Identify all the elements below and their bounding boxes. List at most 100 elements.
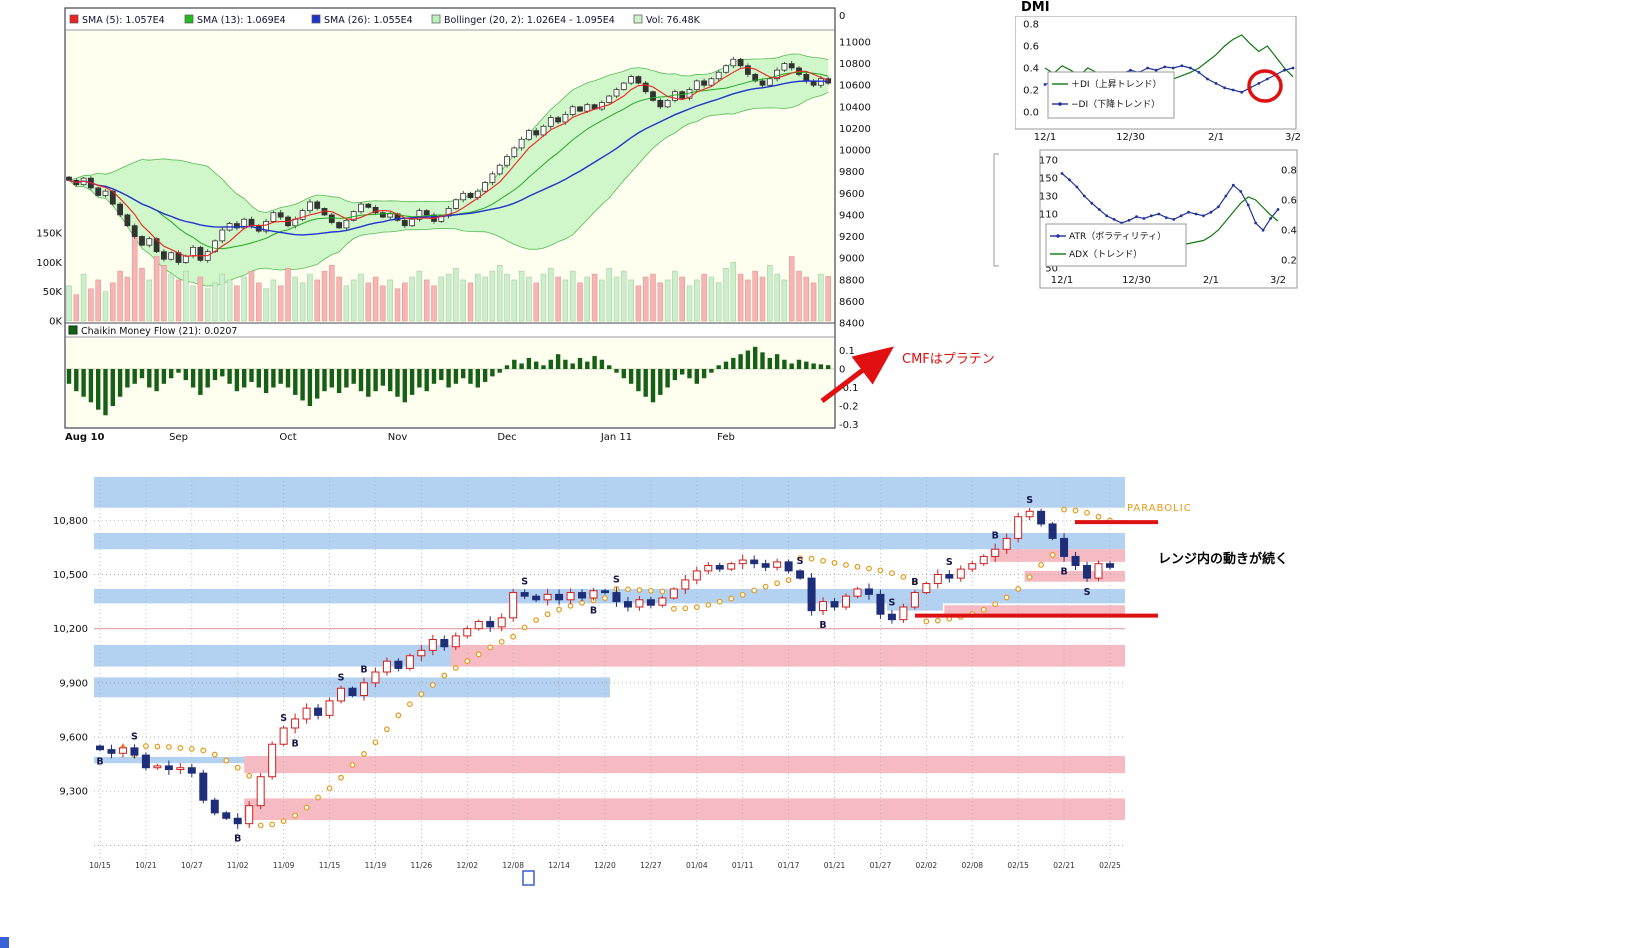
svg-text:0.8: 0.8 <box>1023 20 1039 31</box>
atr-legend: ATR（ボラティリティ） ADX（トレンド） <box>1045 223 1187 267</box>
cmf-annotation-text: CMFはプラテン <box>902 352 995 367</box>
svg-text:0.6: 0.6 <box>1023 42 1039 53</box>
svg-text:9,300: 9,300 <box>59 787 88 798</box>
svg-text:S: S <box>797 556 804 567</box>
svg-text:S: S <box>338 673 345 684</box>
daily-candles-chart: B S B S B S B S B S S B S B S B S B S 10,800 10,500 10,200 9,9… <box>53 477 1158 886</box>
svg-text:10600: 10600 <box>839 81 871 92</box>
svg-text:0.0: 0.0 <box>1023 108 1039 119</box>
svg-text:12/20: 12/20 <box>594 861 616 870</box>
svg-text:S: S <box>1026 495 1033 506</box>
svg-text:10,200: 10,200 <box>53 624 88 635</box>
svg-text:8600: 8600 <box>839 297 864 308</box>
svg-text:−DI（下降トレンド）: −DI（下降トレンド） <box>1071 98 1160 110</box>
svg-text:11/02: 11/02 <box>227 861 249 870</box>
svg-text:10400: 10400 <box>839 102 871 113</box>
svg-text:-0.3: -0.3 <box>839 420 859 431</box>
svg-text:0.8: 0.8 <box>1281 166 1297 177</box>
dmi-cross-highlight <box>1247 69 1283 103</box>
signal-markers: B S B S B S B S B S S B S B S B S B S <box>96 495 1090 845</box>
cmf-arrow-line <box>820 346 894 403</box>
support-resistance-bands <box>94 477 1126 821</box>
svg-text:12/08: 12/08 <box>502 861 524 870</box>
atr-frame <box>1039 149 1298 289</box>
svg-text:10/27: 10/27 <box>181 861 203 870</box>
svg-text:150K: 150K <box>36 229 62 240</box>
svg-text:01/21: 01/21 <box>824 861 846 870</box>
parabolic-label: PARABOLIC <box>1127 503 1192 514</box>
svg-text:S: S <box>280 713 287 724</box>
svg-text:2/1: 2/1 <box>1208 132 1224 143</box>
svg-text:170: 170 <box>1039 156 1058 167</box>
red-level-lines <box>915 520 1158 618</box>
svg-text:02/25: 02/25 <box>1099 861 1121 870</box>
svg-text:Feb: Feb <box>717 432 735 443</box>
main-axes: 0 11000 10800 10600 10400 10200 10000 9800 9600 9… <box>36 11 870 443</box>
svg-text:Nov: Nov <box>388 432 408 443</box>
svg-text:-0.1: -0.1 <box>839 383 859 394</box>
svg-text:S: S <box>888 597 895 608</box>
svg-text:S: S <box>521 577 528 588</box>
svg-text:0: 0 <box>839 365 845 376</box>
svg-text:0.1: 0.1 <box>839 346 855 357</box>
svg-text:0.4: 0.4 <box>1023 64 1039 75</box>
svg-text:Bollinger (20, 2): 1.026E4 - 1: Bollinger (20, 2): 1.026E4 - 1.095E4 <box>444 15 615 26</box>
svg-text:0K: 0K <box>49 317 62 328</box>
svg-text:12/27: 12/27 <box>640 861 662 870</box>
chart-frame <box>64 7 836 429</box>
svg-text:10,500: 10,500 <box>53 570 88 581</box>
svg-text:Sep: Sep <box>169 432 188 443</box>
cmf-annotation-arrow <box>820 346 894 403</box>
svg-text:02/15: 02/15 <box>1007 861 1029 870</box>
svg-text:9600: 9600 <box>839 189 864 200</box>
svg-text:9000: 9000 <box>839 254 864 265</box>
svg-text:8800: 8800 <box>839 275 864 286</box>
svg-text:3/2: 3/2 <box>1285 132 1300 143</box>
main-chart-legend: SMA (5): 1.057E4 SMA (13): 1.069E4 SMA (26… <box>69 14 701 26</box>
daily-axes: 10,800 10,500 10,200 9,900 9,600 9,300 10/15 10… <box>53 516 1121 870</box>
svg-text:100K: 100K <box>36 258 62 269</box>
svg-text:B: B <box>234 834 241 845</box>
svg-text:12/1: 12/1 <box>1034 132 1056 143</box>
cmf-panel: Chaikin Money Flow (21): 0.0207 <box>66 325 834 416</box>
range-annotation-text: レンジ内の動きが続く <box>1158 552 1289 567</box>
svg-text:9200: 9200 <box>839 232 864 243</box>
svg-text:0.6: 0.6 <box>1281 196 1297 207</box>
svg-text:12/30: 12/30 <box>1122 275 1151 286</box>
svg-text:11000: 11000 <box>839 38 871 49</box>
svg-text:2/1: 2/1 <box>1203 275 1219 286</box>
svg-text:Chaikin Money Flow (21): 0.020: Chaikin Money Flow (21): 0.0207 <box>81 326 237 337</box>
svg-text:Jan 11: Jan 11 <box>600 432 632 443</box>
svg-text:B: B <box>819 620 826 631</box>
svg-text:B: B <box>360 665 367 676</box>
svg-text:11/19: 11/19 <box>365 861 387 870</box>
svg-text:11/09: 11/09 <box>273 861 295 870</box>
svg-text:11/26: 11/26 <box>411 861 433 870</box>
window-bracket <box>993 153 999 267</box>
dmi-legend: ＋DI（上昇トレンド） −DI（下降トレンド） <box>1047 71 1175 119</box>
svg-text:S: S <box>131 731 138 742</box>
svg-text:9400: 9400 <box>839 210 864 221</box>
daily-candlesticks <box>96 507 1114 829</box>
svg-text:01/17: 01/17 <box>778 861 800 870</box>
svg-text:12/1: 12/1 <box>1051 275 1073 286</box>
svg-text:B: B <box>96 756 103 767</box>
svg-text:Vol: 76.48K: Vol: 76.48K <box>646 15 701 26</box>
svg-text:SMA (26): 1.055E4: SMA (26): 1.055E4 <box>324 15 413 26</box>
svg-text:B: B <box>590 606 597 617</box>
svg-text:10000: 10000 <box>839 146 871 157</box>
dmi-title: DMI <box>1021 0 1050 15</box>
svg-text:130: 130 <box>1039 192 1058 203</box>
svg-text:02/08: 02/08 <box>961 861 983 870</box>
svg-text:50: 50 <box>1045 264 1058 275</box>
atr-adx-chart: 1701501301109070500.80.60.40.212/112/302… <box>993 149 1298 289</box>
svg-text:50K: 50K <box>43 287 63 298</box>
svg-text:SMA (13): 1.069E4: SMA (13): 1.069E4 <box>197 15 286 26</box>
svg-text:B: B <box>992 531 999 542</box>
svg-text:Oct: Oct <box>279 432 296 443</box>
svg-text:S: S <box>1084 587 1091 598</box>
svg-text:01/27: 01/27 <box>870 861 892 870</box>
svg-text:9,900: 9,900 <box>59 678 88 689</box>
svg-text:01/04: 01/04 <box>686 861 708 870</box>
svg-text:110: 110 <box>1039 210 1058 221</box>
